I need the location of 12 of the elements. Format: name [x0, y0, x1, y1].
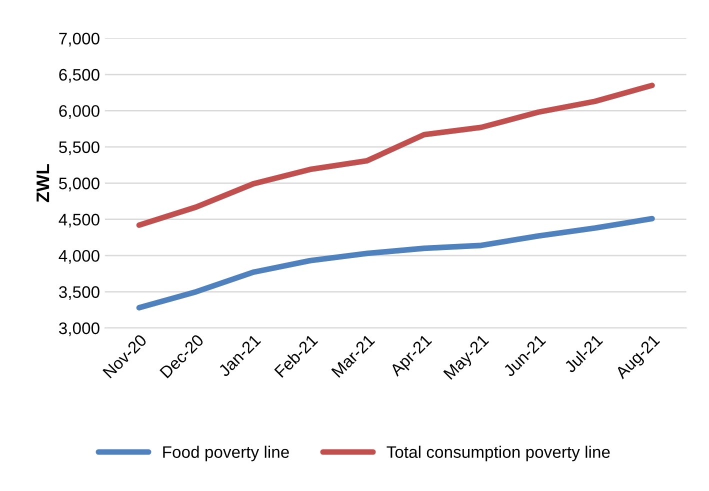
y-tick-label: 4,000 — [58, 250, 100, 264]
y-tick-label: 6,000 — [59, 105, 100, 119]
y-tick-label: 3,500 — [59, 286, 100, 300]
y-tick-label: 5,000 — [59, 178, 100, 192]
y-tick-label: 4,500 — [58, 214, 100, 228]
y-tick-label: 5,500 — [59, 141, 100, 156]
legend-label: Total consumption poverty line — [386, 446, 610, 462]
legend-label: Food poverty line — [163, 446, 289, 462]
y-axis-title: ZWL — [36, 164, 50, 202]
y-tick-label: 3,000 — [59, 322, 100, 336]
y-tick-label: 6,500 — [59, 68, 100, 83]
y-tick-label: 7,000 — [59, 32, 100, 46]
